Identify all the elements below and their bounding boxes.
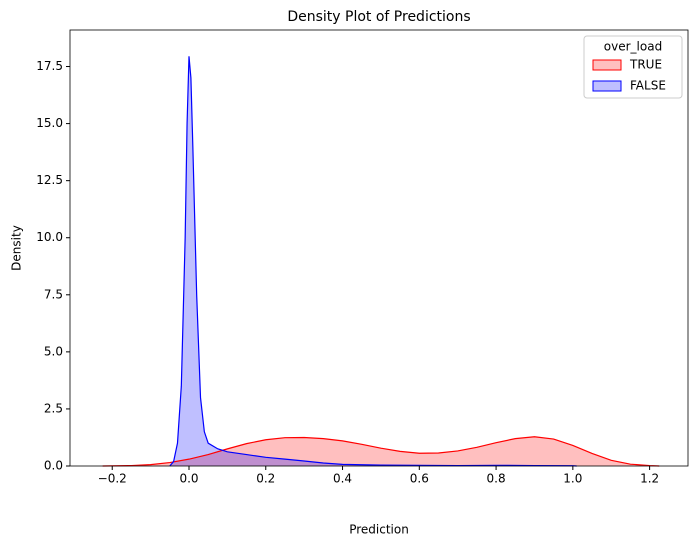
y-tick-label: 12.5	[36, 173, 63, 187]
y-tick-label: 10.0	[36, 230, 63, 244]
y-tick-label: 17.5	[36, 59, 63, 73]
y-tick-label: 2.5	[44, 401, 63, 415]
y-axis-label: Density	[10, 225, 24, 271]
legend-label: TRUE	[629, 58, 662, 72]
density-line	[102, 436, 660, 467]
legend-label: FALSE	[630, 79, 666, 93]
x-tick-label: 0.8	[487, 472, 506, 486]
legend-swatch	[592, 59, 622, 71]
y-tick-label: 7.5	[44, 287, 63, 301]
x-tick-label: 0.6	[410, 472, 429, 486]
y-tick-label: 5.0	[44, 344, 63, 358]
x-tick-label: 0.0	[179, 472, 198, 486]
legend-title: over_load	[604, 40, 662, 54]
density-area	[102, 436, 660, 466]
plot-frame	[69, 29, 689, 467]
y-tick-label: 15.0	[36, 116, 63, 130]
x-axis-label: Prediction	[349, 523, 409, 537]
density-area	[169, 56, 577, 466]
x-tick-label: −0.2	[98, 472, 127, 486]
x-tick-label: 0.2	[256, 472, 275, 486]
x-tick-label: 1.0	[563, 472, 582, 486]
x-tick-label: 1.2	[640, 472, 659, 486]
y-tick-label: 0.0	[44, 459, 63, 473]
legend-swatch	[592, 80, 622, 92]
x-tick-label: 0.4	[333, 472, 352, 486]
density-line	[169, 56, 577, 467]
legend-box	[583, 35, 683, 99]
chart-title: Density Plot of Predictions	[287, 9, 470, 25]
